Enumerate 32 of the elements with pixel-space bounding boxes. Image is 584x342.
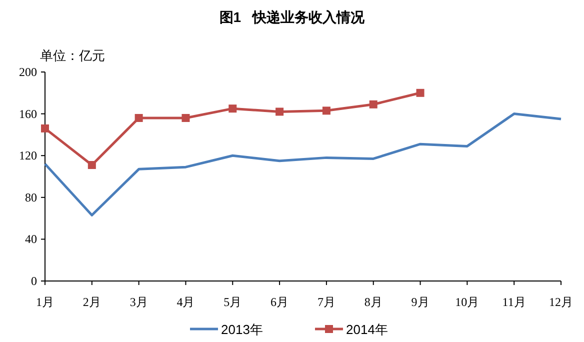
x-tick-label: 12月 xyxy=(549,295,573,309)
x-tick-label: 8月 xyxy=(364,295,382,309)
y-tick-label: 0 xyxy=(31,274,37,288)
point xyxy=(276,108,284,116)
x-tick-label: 11月 xyxy=(502,295,526,309)
x-tick-label: 6月 xyxy=(270,295,289,309)
x-tick-label: 9月 xyxy=(411,295,430,309)
y-tick-label: 80 xyxy=(25,190,37,204)
y-tick-label: 200 xyxy=(19,65,37,79)
point xyxy=(369,100,378,108)
x-tick-label: 5月 xyxy=(224,295,242,309)
point xyxy=(228,104,237,113)
point xyxy=(322,106,330,115)
point xyxy=(134,114,143,122)
point xyxy=(182,114,190,122)
x-tick-label: 10月 xyxy=(455,295,480,309)
y-axis-title: 单位：亿元 xyxy=(40,48,105,63)
x-tick-label: 1月 xyxy=(36,295,54,309)
x-tick-label: 4月 xyxy=(176,295,195,309)
legend-label: 2014年 xyxy=(346,322,388,337)
y-tick-label: 40 xyxy=(25,232,37,246)
y-tick-label: 120 xyxy=(19,148,37,163)
x-tick-label: 3月 xyxy=(130,295,148,309)
chart-title: 图1 快递业务收入情况 xyxy=(219,9,366,25)
line-series xyxy=(44,112,562,216)
point xyxy=(88,161,96,170)
y-tick-label: 160 xyxy=(19,106,37,121)
legend-label: 2013年 xyxy=(221,322,263,337)
x-tick-label: 2月 xyxy=(82,295,101,309)
point xyxy=(416,88,424,97)
x-tick-label: 7月 xyxy=(317,295,336,309)
point xyxy=(41,124,49,132)
